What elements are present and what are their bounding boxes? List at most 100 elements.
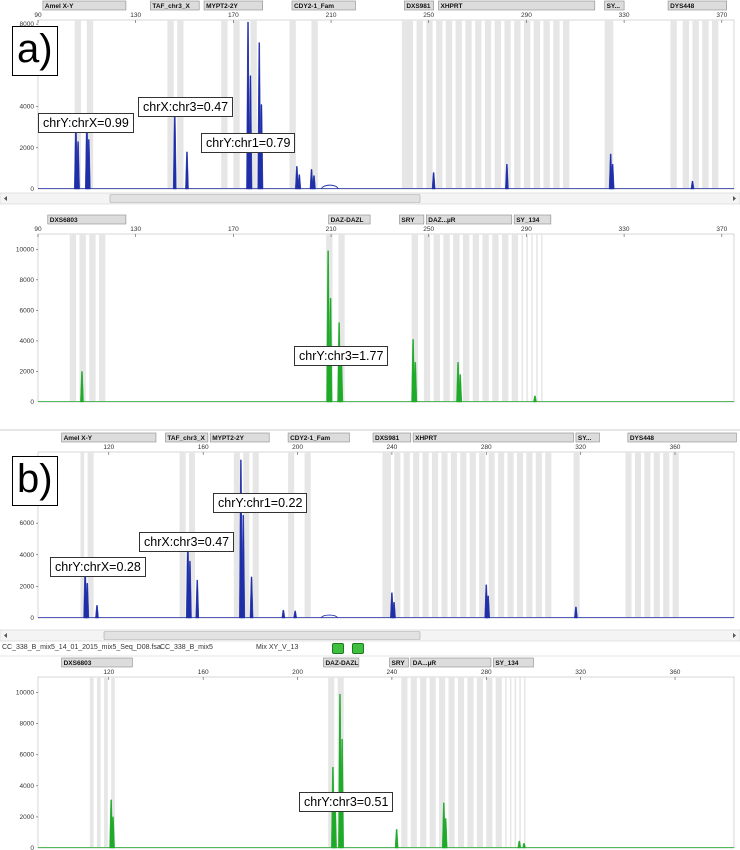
- marker-label: DXS981: [406, 3, 431, 10]
- allele-bin: [653, 452, 660, 618]
- y-tick-label: 10000: [16, 246, 34, 253]
- y-tick-label: 2000: [20, 814, 35, 821]
- ratio-label-a-chrX-chr3: chrX:chr3=0.47: [138, 97, 234, 117]
- ratio-label-a-chrY-chr1: chrY:chr1=0.79: [201, 133, 296, 153]
- allele-bin: [80, 452, 85, 618]
- allele-bin: [311, 20, 318, 189]
- x-tick-label: 330: [619, 12, 630, 19]
- allele-bin: [467, 677, 474, 848]
- allele-bin: [482, 234, 489, 402]
- allele-bin: [288, 452, 295, 618]
- x-tick-label: 290: [521, 226, 532, 233]
- y-tick-label: 0: [30, 615, 34, 622]
- allele-bin: [543, 20, 550, 189]
- y-tick-label: 8000: [20, 721, 35, 728]
- marker-bar: [438, 0, 596, 11]
- trace-peak: [111, 816, 115, 849]
- marker-label: SY_134: [495, 660, 519, 667]
- trace-peak: [574, 606, 578, 619]
- x-tick-label: 160: [198, 444, 209, 451]
- marker-bar: [604, 0, 625, 11]
- x-tick-label: 210: [326, 226, 337, 233]
- status-file-name: CC_338_B_mix5_14_01_2015_mix5_Seq_D08.fs…: [2, 644, 161, 651]
- allele-bin: [682, 20, 690, 189]
- x-tick-label: 130: [130, 226, 141, 233]
- trace-peak: [241, 515, 246, 619]
- trace-peak: [85, 583, 90, 619]
- allele-bin: [563, 20, 570, 189]
- allele-bin: [96, 677, 101, 848]
- marker-label: TAF_chr3_X: [167, 435, 205, 442]
- allele-bin: [505, 677, 507, 848]
- y-tick-label: 0: [30, 399, 34, 406]
- marker-label: DAZ...µR: [428, 217, 456, 224]
- allele-bin: [524, 677, 526, 848]
- marker-bar: [372, 432, 412, 443]
- x-tick-label: 290: [521, 12, 532, 19]
- allele-bin: [494, 20, 501, 189]
- marker-bar: [150, 0, 200, 11]
- allele-bin: [289, 20, 296, 189]
- marker-bar: [399, 214, 425, 225]
- x-tick-label: 250: [423, 226, 434, 233]
- allele-bin: [531, 234, 533, 402]
- marker-bar: [61, 657, 133, 668]
- trace-peak: [458, 374, 463, 403]
- y-tick-label: 4000: [20, 338, 35, 345]
- marker-bar: [165, 432, 209, 443]
- marker-bar: [47, 214, 127, 225]
- x-tick-label: 170: [228, 12, 239, 19]
- x-tick-label: 240: [386, 444, 397, 451]
- marker-bar: [203, 0, 263, 11]
- allele-bin: [423, 234, 431, 402]
- horizontal-scrollbar-2[interactable]: [0, 629, 740, 642]
- allele-bin: [625, 452, 632, 618]
- x-tick-label: 360: [670, 444, 681, 451]
- plot-area: [37, 676, 735, 849]
- x-tick-label: 200: [292, 669, 303, 676]
- marker-bar: [667, 0, 727, 11]
- scroll-left-arrow-icon[interactable]: [4, 196, 7, 201]
- scroll-right-arrow-icon[interactable]: [733, 196, 736, 201]
- trace-peak: [249, 576, 254, 619]
- allele-bin: [479, 452, 486, 618]
- marker-bar: [425, 214, 513, 225]
- ratio-label-b-chrX-chr3: chrX:chr3=0.47: [139, 532, 235, 552]
- trace-peak: [522, 843, 526, 849]
- allele-bin: [86, 20, 94, 189]
- allele-bin: [304, 452, 311, 618]
- scrollbar-thumb[interactable]: [103, 631, 421, 640]
- trace-peak: [505, 164, 509, 190]
- allele-bin: [416, 20, 423, 189]
- status-green-button-1[interactable]: [332, 643, 344, 654]
- horizontal-scrollbar-1[interactable]: [0, 192, 740, 205]
- plot-4: DXS6803 DAZ-DAZL SRY DA...µR SY_134 120 160 200…: [16, 657, 735, 850]
- allele-bin: [79, 234, 86, 402]
- allele-bin: [692, 20, 699, 189]
- scrollbar-thumb[interactable]: [109, 194, 421, 203]
- marker-bar: [627, 432, 737, 443]
- trace-peak: [312, 175, 316, 190]
- y-tick-label: 0: [30, 186, 34, 193]
- x-tick-label: 130: [130, 12, 141, 19]
- allele-bin: [436, 20, 443, 189]
- trace-peak: [281, 609, 286, 619]
- allele-bin: [509, 677, 512, 848]
- scroll-right-arrow-icon[interactable]: [733, 633, 736, 638]
- allele-bin: [410, 677, 417, 848]
- allele-bin: [702, 20, 709, 189]
- marker-bar: [209, 432, 270, 443]
- scroll-left-arrow-icon[interactable]: [4, 633, 7, 638]
- trace-peak: [392, 601, 396, 619]
- marker-label: SY_134: [516, 217, 540, 224]
- trace-peak: [533, 395, 537, 403]
- allele-bin: [492, 234, 499, 402]
- marker-label: Amel X-Y: [45, 3, 74, 10]
- marker-bar: [61, 432, 157, 443]
- allele-bin: [433, 234, 440, 402]
- marker-bar: [412, 432, 574, 443]
- status-green-button-2[interactable]: [352, 643, 364, 654]
- status-sample-name: CC_338_B_mix5: [160, 644, 213, 651]
- allele-bin: [511, 234, 519, 402]
